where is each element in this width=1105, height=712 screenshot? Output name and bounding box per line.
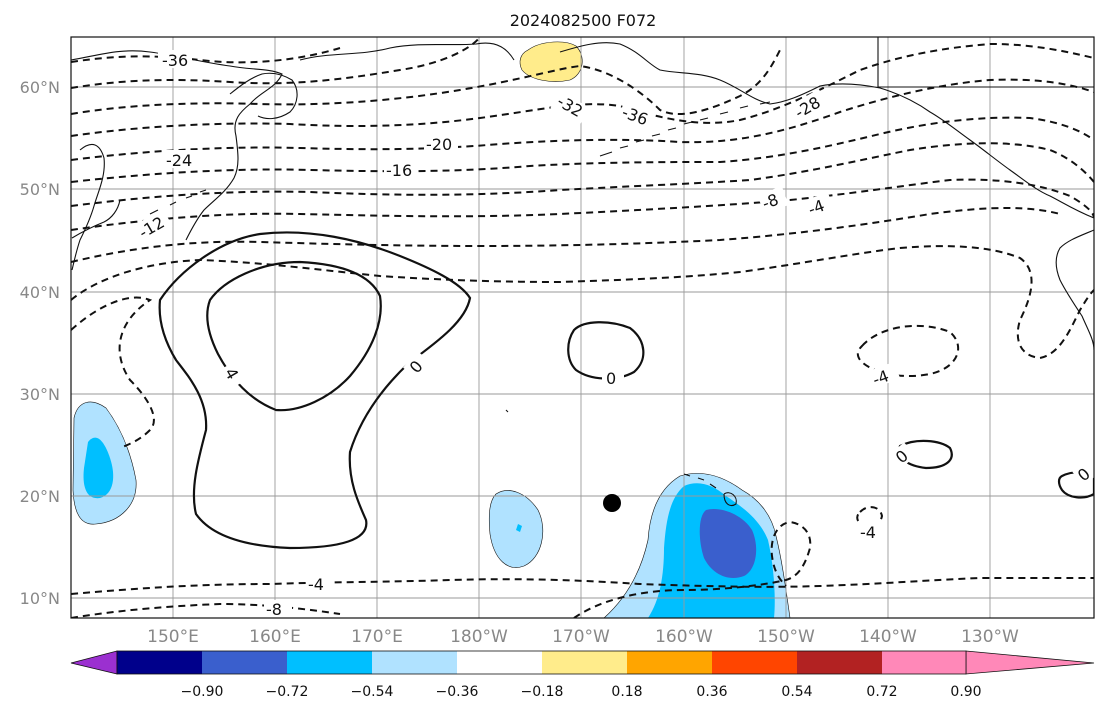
bering-anomaly [519,41,583,82]
lon-label: 160°E [249,627,301,647]
lat-label: 10°N [20,589,60,608]
lon-label: 150°W [757,627,815,647]
colorbar-segment [117,651,202,674]
colorbar-tick-label: 0.36 [696,684,727,700]
contour-label: -4 [860,523,876,542]
lon-label: 170°W [552,627,610,647]
colorbar-segment [372,651,457,674]
colorbar-segment [627,651,712,674]
colorbar: −0.90 −0.72 −0.54 −0.36 −0.18 0.18 0.36 … [70,650,1095,700]
colorbar-tick-label: 0.54 [781,684,812,700]
colorbar-tick-label: −0.36 [436,684,479,700]
contour-label: 0 [606,369,616,388]
lat-label: 30°N [20,385,60,404]
kamchatka-coast [229,72,298,120]
colorbar-segment [712,651,797,674]
lat-label: 60°N [20,78,60,97]
lat-label: 20°N [20,487,60,506]
lat-label: 50°N [20,180,60,199]
canada-coast [877,37,1094,88]
colorbar-max-extend [965,650,1095,675]
hawaii-islands [683,473,737,507]
colorbar-min-extend [70,650,118,675]
negative-contours [71,37,1094,618]
colorbar-frame [116,650,967,675]
colorbar-tick-label: 0.72 [866,684,897,700]
contour-label: -8 [266,600,282,619]
colorbar-tick-label: 0.90 [950,684,981,700]
colorbar-segment [457,651,542,674]
location-marker [603,494,621,512]
lat-label: 40°N [20,283,60,302]
contour-label: -4 [308,575,324,594]
colorbar-tick-label: −0.90 [181,684,224,700]
colorbar-tick-label: −0.54 [351,684,394,700]
lon-label: 180°W [450,627,508,647]
contour-label: -8 [760,190,781,213]
alaska-coast [559,42,1094,219]
contour-label: -20 [426,135,452,154]
dateline-anomaly [488,490,544,568]
colorbar-segment [287,651,372,674]
japan-coast [71,199,121,239]
contour-labels: -36 -32 -36 -28 -24 -20 -16 -12 -8 -4 0 … [133,50,1094,619]
shaded-field [72,41,791,618]
contour-label: -36 [162,51,188,70]
graticule [71,37,1094,618]
colorbar-tick-label: 0.18 [611,684,642,700]
lon-label: 140°W [859,627,917,647]
map-title: 2024082500 F072 [510,11,657,30]
lon-label: 150°E [147,627,199,647]
lon-label: 130°W [961,627,1019,647]
map-area: -36 -32 -36 -28 -24 -20 -16 -12 -8 -4 0 … [71,37,1094,619]
colorbar-segment [797,651,882,674]
chukotka-coast [299,42,515,61]
contour-label: -24 [166,151,192,170]
colorbar-segment [882,651,966,674]
na-west-coast [1055,229,1094,351]
small-island [505,409,509,413]
contour-label: -16 [386,161,412,180]
lon-label: 170°E [351,627,403,647]
contour-label: -4 [870,366,891,389]
okhotsk-coast [71,143,105,271]
colorbar-segment [542,651,627,674]
lon-label: 160°W [655,627,713,647]
colorbar-tick-label: −0.18 [521,684,564,700]
kuril-islands [149,189,207,215]
colorbar-tick-label: −0.72 [266,684,309,700]
longitude-axis: 150°E 160°E 170°E 180°W 170°W 160°W 150°… [147,627,1019,647]
contour-label: -4 [806,196,827,219]
colorbar-segment [202,651,287,674]
latitude-axis: 60°N 50°N 40°N 30°N 20°N 10°N [20,78,60,608]
map-border [70,36,1095,619]
